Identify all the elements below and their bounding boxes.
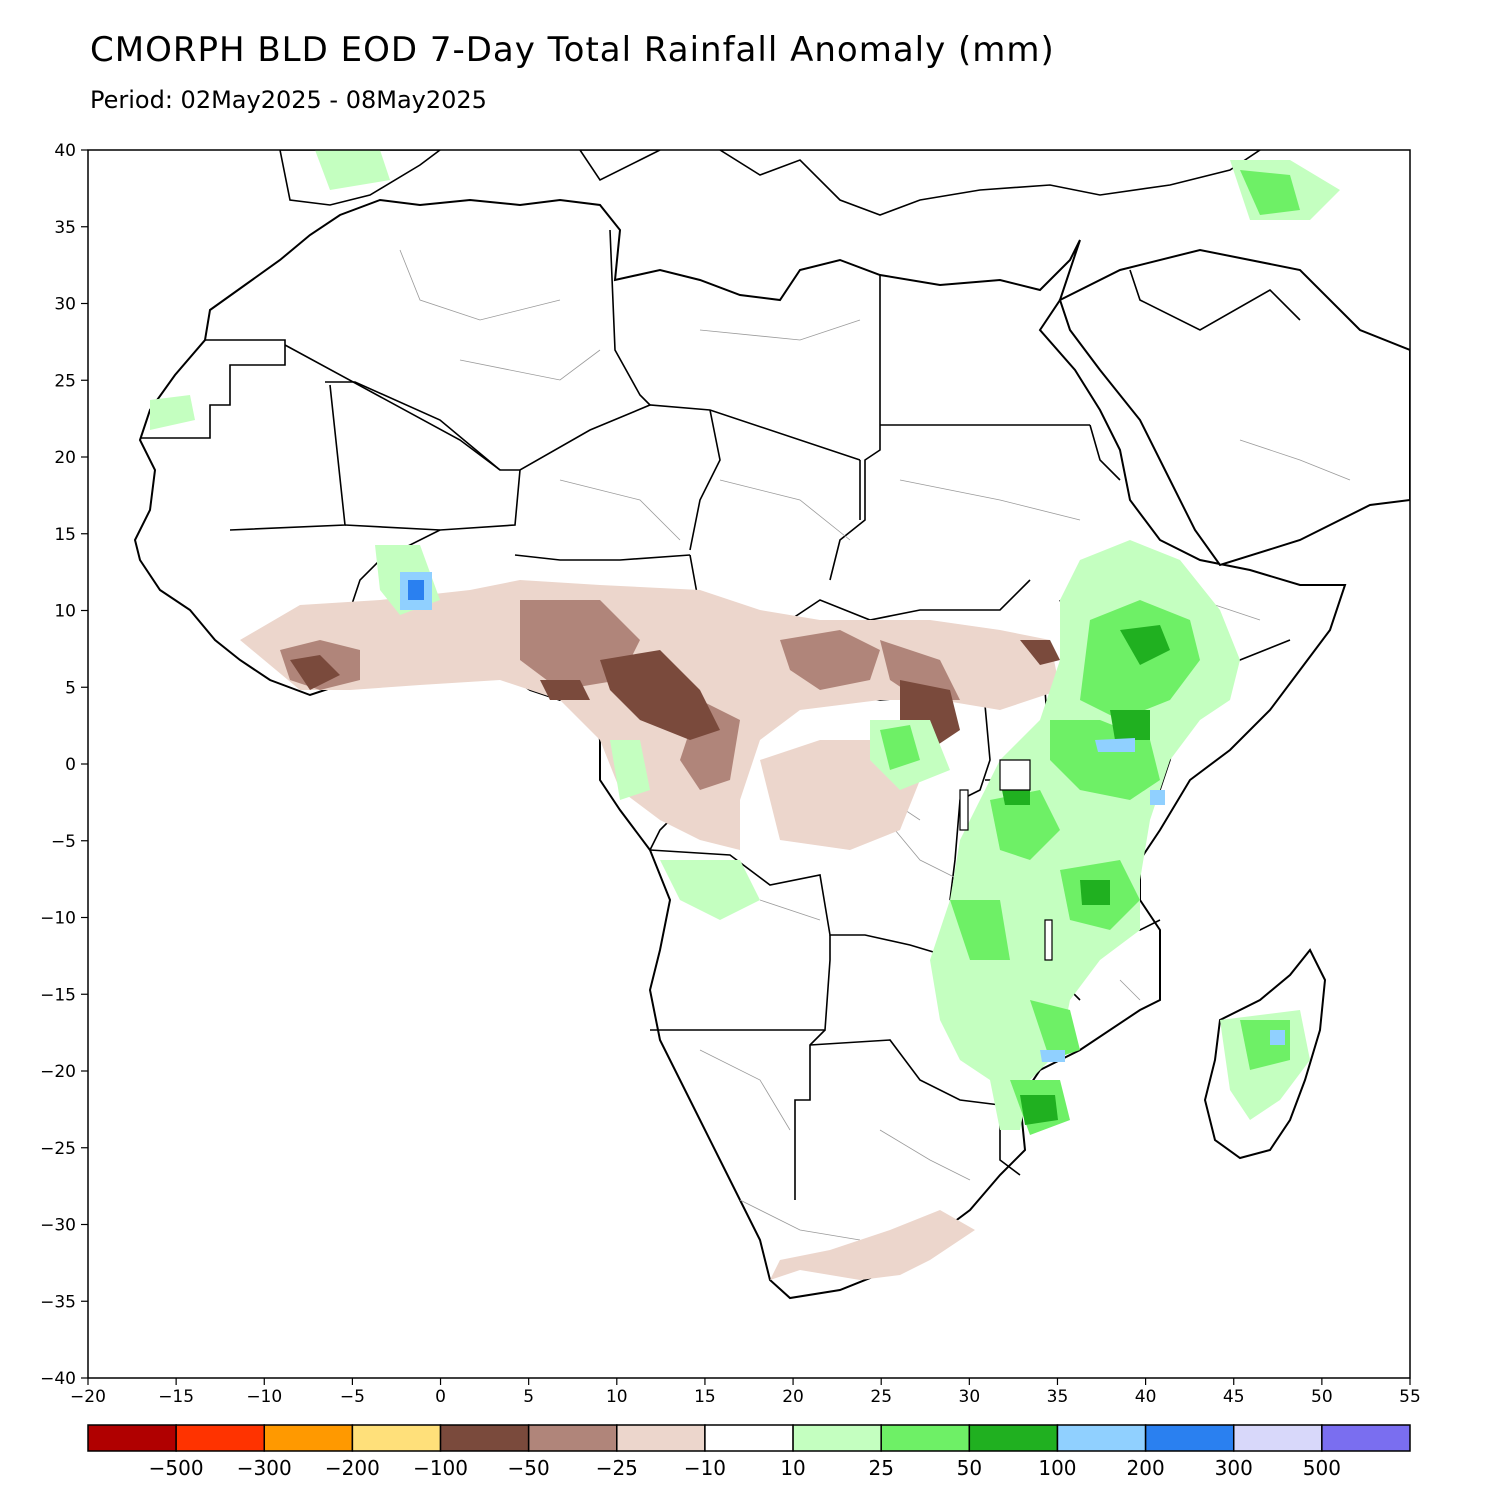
y-tick-label: −40 bbox=[40, 1369, 76, 1389]
map-area bbox=[88, 150, 1410, 1378]
legend-swatch bbox=[968, 1424, 1059, 1452]
x-tick-label: −5 bbox=[340, 1387, 365, 1407]
legend-swatch bbox=[175, 1424, 266, 1452]
legend-label: 200 bbox=[1127, 1456, 1165, 1480]
legend-label: −500 bbox=[149, 1456, 204, 1480]
lakes bbox=[959, 759, 1053, 961]
europe-coast bbox=[279, 150, 1262, 216]
x-tick-label: 45 bbox=[1223, 1387, 1245, 1407]
legend-swatch bbox=[439, 1424, 530, 1452]
legend-label: 10 bbox=[780, 1456, 805, 1480]
x-tick-label: 35 bbox=[1047, 1387, 1069, 1407]
y-tick-label: −15 bbox=[40, 985, 76, 1005]
y-tick-label: 5 bbox=[65, 678, 76, 698]
x-tick-label: 5 bbox=[523, 1387, 534, 1407]
x-tick-label: −15 bbox=[158, 1387, 194, 1407]
legend-swatch bbox=[527, 1424, 618, 1452]
legend-label: −50 bbox=[508, 1456, 550, 1480]
legend-label: −200 bbox=[325, 1456, 380, 1480]
legend-swatch bbox=[1056, 1424, 1147, 1452]
x-tick-label: 55 bbox=[1399, 1387, 1421, 1407]
y-tick-label: 20 bbox=[54, 448, 76, 468]
map-subtitle: Period: 02May2025 - 08May2025 bbox=[90, 86, 487, 114]
legend-swatch bbox=[1144, 1424, 1235, 1452]
x-tick-label: 20 bbox=[782, 1387, 804, 1407]
legend-swatch bbox=[792, 1424, 882, 1452]
y-tick-label: −25 bbox=[40, 1139, 76, 1159]
legend-swatch bbox=[880, 1424, 971, 1452]
x-tick-label: 0 bbox=[435, 1387, 446, 1407]
legend-label: −100 bbox=[413, 1456, 468, 1480]
legend-swatch bbox=[1232, 1424, 1323, 1452]
legend-label: −10 bbox=[684, 1456, 726, 1480]
legend-label: −300 bbox=[237, 1456, 292, 1480]
x-tick-label: −10 bbox=[246, 1387, 282, 1407]
axes: −20 −15 −10 −5 0 5 10 15 20 25 30 35 40 45 50 554035302… bbox=[40, 141, 1421, 1407]
y-tick-label: −5 bbox=[51, 832, 76, 852]
y-tick-label: 30 bbox=[54, 295, 76, 315]
color-legend: −500 −300 −200 −100 −50 −25 −10 10 25 50 100 200 300… bbox=[87, 1424, 1411, 1480]
y-tick-label: −35 bbox=[40, 1292, 76, 1312]
y-tick-label: −20 bbox=[40, 1062, 76, 1082]
map-title: CMORPH BLD EOD 7-Day Total Rainfall Anom… bbox=[90, 30, 1055, 70]
x-tick-label: 50 bbox=[1311, 1387, 1333, 1407]
arabian-peninsula bbox=[1058, 248, 1410, 567]
legend-swatch bbox=[616, 1424, 706, 1452]
y-tick-label: −30 bbox=[40, 1216, 76, 1236]
legend-label: 25 bbox=[868, 1456, 893, 1480]
negative-anomaly-patches bbox=[240, 580, 1060, 1280]
x-tick-label: 40 bbox=[1135, 1387, 1157, 1407]
x-tick-label: 30 bbox=[959, 1387, 981, 1407]
legend-label: 300 bbox=[1215, 1456, 1253, 1480]
x-tick-label: 10 bbox=[606, 1387, 628, 1407]
y-tick-label: 35 bbox=[54, 218, 76, 238]
y-tick-label: 40 bbox=[54, 141, 76, 161]
legend-label: 500 bbox=[1303, 1456, 1341, 1480]
x-tick-label: −20 bbox=[70, 1387, 106, 1407]
legend-swatch bbox=[1321, 1424, 1411, 1452]
x-tick-label: 15 bbox=[694, 1387, 716, 1407]
legend-label: 50 bbox=[957, 1456, 982, 1480]
legend-swatch bbox=[704, 1424, 794, 1452]
legend-label: 100 bbox=[1038, 1456, 1076, 1480]
x-tick-label: 25 bbox=[870, 1387, 892, 1407]
y-tick-label: 10 bbox=[54, 602, 76, 622]
positive-anomaly-patches bbox=[150, 150, 1340, 1135]
y-tick-label: −10 bbox=[40, 909, 76, 929]
y-tick-label: 0 bbox=[65, 755, 76, 775]
legend-swatch bbox=[87, 1424, 177, 1452]
y-tick-label: 25 bbox=[54, 371, 76, 391]
legend-swatch bbox=[351, 1424, 442, 1452]
y-tick-label: 15 bbox=[54, 525, 76, 545]
legend-swatch bbox=[263, 1424, 354, 1452]
legend-label: −25 bbox=[596, 1456, 638, 1480]
